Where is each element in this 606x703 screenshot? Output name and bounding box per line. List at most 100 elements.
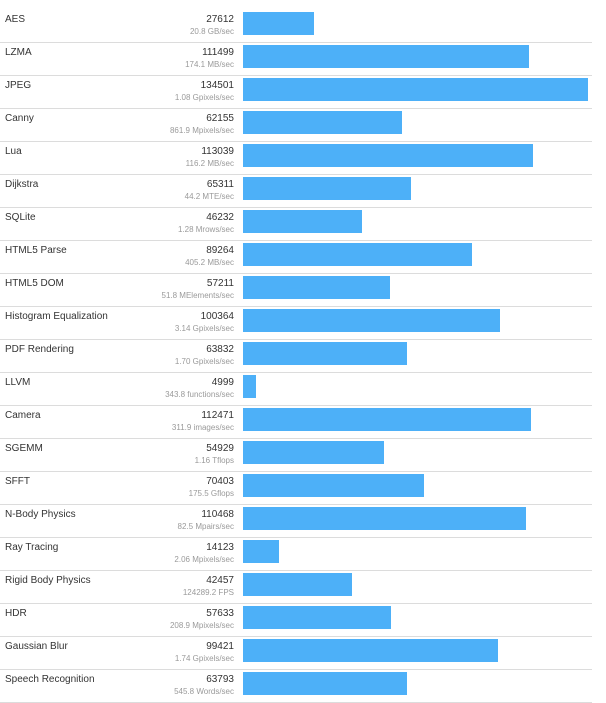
rate-label: 208.9 Mpixels/sec	[169, 621, 234, 630]
score-label: 100364	[200, 311, 234, 322]
category-label: SGEMM	[5, 443, 43, 454]
score-label: 89264	[206, 245, 234, 256]
score-bar	[243, 78, 588, 101]
chart-row: Histogram Equalization 100364 3.14 Gpixels…	[0, 307, 592, 340]
score-label: 63793	[206, 674, 234, 685]
score-bar	[243, 375, 256, 398]
score-bar	[243, 441, 384, 464]
rate-label: 20.8 GB/sec	[189, 27, 234, 36]
score-label: 110468	[201, 509, 234, 520]
score-bar	[243, 474, 424, 497]
rate-label: 3.14 Gpixels/sec	[174, 324, 234, 333]
rate-label: 1.16 Tflops	[194, 456, 234, 465]
rate-label: 405.2 MB/sec	[185, 258, 234, 267]
rate-label: 116.2 MB/sec	[185, 159, 234, 168]
category-label: N-Body Physics	[5, 509, 76, 520]
chart-row: LLVM 4999 343.8 functions/sec	[0, 373, 592, 406]
category-label: PDF Rendering	[5, 344, 74, 355]
category-label: Dijkstra	[5, 179, 39, 190]
score-label: 70403	[206, 476, 234, 487]
score-label: 57211	[206, 278, 234, 289]
chart-row: Canny 62155 861.9 Mpixels/sec	[0, 109, 592, 142]
rate-label: 311.9 images/sec	[171, 423, 234, 432]
score-label: 42457	[206, 575, 234, 586]
score-label: 112471	[201, 410, 234, 421]
category-label: Speech Recognition	[5, 674, 95, 685]
category-label: HDR	[5, 608, 27, 619]
category-label: LLVM	[5, 377, 31, 388]
chart-row: LZMA 111499 174.1 MB/sec	[0, 43, 592, 76]
chart-row: Gaussian Blur 99421 1.74 Gpixels/sec	[0, 637, 592, 670]
chart-row: HDR 57633 208.9 Mpixels/sec	[0, 604, 592, 637]
score-bar	[243, 408, 531, 431]
score-label: 62155	[206, 113, 234, 124]
chart-row: SFFT 70403 175.5 Gflops	[0, 472, 592, 505]
rate-label: 1.08 Gpixels/sec	[174, 93, 234, 102]
score-bar	[243, 507, 526, 530]
rate-label: 174.1 MB/sec	[185, 60, 234, 69]
rate-label: 1.74 Gpixels/sec	[174, 654, 234, 663]
score-label: 46232	[206, 212, 234, 223]
rate-label: 861.9 Mpixels/sec	[169, 126, 234, 135]
category-label: HTML5 DOM	[5, 278, 64, 289]
score-label: 14123	[206, 542, 234, 553]
category-label: SFFT	[5, 476, 30, 487]
rate-label: 343.8 functions/sec	[165, 390, 234, 399]
score-label: 65311	[206, 179, 234, 190]
category-label: Lua	[5, 146, 22, 157]
score-bar	[243, 309, 500, 332]
category-label: SQLite	[5, 212, 36, 223]
category-label: Histogram Equalization	[5, 311, 108, 322]
score-bar	[243, 111, 402, 134]
score-bar	[243, 144, 533, 167]
rate-label: 2.06 Mpixels/sec	[174, 555, 234, 564]
score-bar	[243, 606, 391, 629]
chart-row: JPEG 134501 1.08 Gpixels/sec	[0, 76, 592, 109]
score-bar	[243, 210, 362, 233]
category-label: Gaussian Blur	[5, 641, 68, 652]
score-bar	[243, 639, 498, 662]
category-label: Rigid Body Physics	[5, 575, 91, 586]
rate-label: 175.5 Gflops	[188, 489, 234, 498]
score-label: 99421	[206, 641, 234, 652]
category-label: JPEG	[5, 80, 32, 91]
chart-row: Ray Tracing 14123 2.06 Mpixels/sec	[0, 538, 592, 571]
score-bar	[243, 12, 314, 35]
rate-label: 51.8 MElements/sec	[161, 291, 234, 300]
chart-row: N-Body Physics 110468 82.5 Mpairs/sec	[0, 505, 592, 538]
chart-row: Camera 112471 311.9 images/sec	[0, 406, 592, 439]
score-label: 113039	[201, 146, 234, 157]
category-label: AES	[5, 14, 26, 25]
category-label: LZMA	[5, 47, 32, 58]
category-label: Ray Tracing	[5, 542, 59, 553]
chart-row: SGEMM 54929 1.16 Tflops	[0, 439, 592, 472]
score-bar	[243, 177, 411, 200]
rate-label: 1.70 Gpixels/sec	[174, 357, 234, 366]
chart-row: SQLite 46232 1.28 Mrows/sec	[0, 208, 592, 241]
category-label: Camera	[5, 410, 41, 421]
score-label: 134501	[200, 80, 234, 91]
score-label: 111499	[202, 47, 234, 58]
score-label: 63832	[206, 344, 234, 355]
rate-label: 124289.2 FPS	[182, 588, 234, 597]
chart-row: Lua 113039 116.2 MB/sec	[0, 142, 592, 175]
score-bar	[243, 672, 407, 695]
chart-row: Dijkstra 65311 44.2 MTE/sec	[0, 175, 592, 208]
category-label: HTML5 Parse	[5, 245, 67, 256]
chart-row: PDF Rendering 63832 1.70 Gpixels/sec	[0, 340, 592, 373]
chart-row: HTML5 Parse 89264 405.2 MB/sec	[0, 241, 592, 274]
score-label: 4999	[211, 377, 234, 388]
chart-row: HTML5 DOM 57211 51.8 MElements/sec	[0, 274, 592, 307]
score-label: 27612	[206, 14, 234, 25]
score-label: 54929	[206, 443, 234, 454]
rate-label: 44.2 MTE/sec	[184, 192, 234, 201]
score-bar	[243, 342, 407, 365]
score-bar	[243, 276, 390, 299]
chart-row: Rigid Body Physics 42457 124289.2 FPS	[0, 571, 592, 604]
score-bar	[243, 45, 529, 68]
rate-label: 82.5 Mpairs/sec	[177, 522, 234, 531]
chart-row: Speech Recognition 63793 545.8 Words/sec	[0, 670, 592, 703]
category-label: Canny	[5, 113, 34, 124]
rate-label: 1.28 Mrows/sec	[177, 225, 234, 234]
score-bar	[243, 540, 279, 563]
